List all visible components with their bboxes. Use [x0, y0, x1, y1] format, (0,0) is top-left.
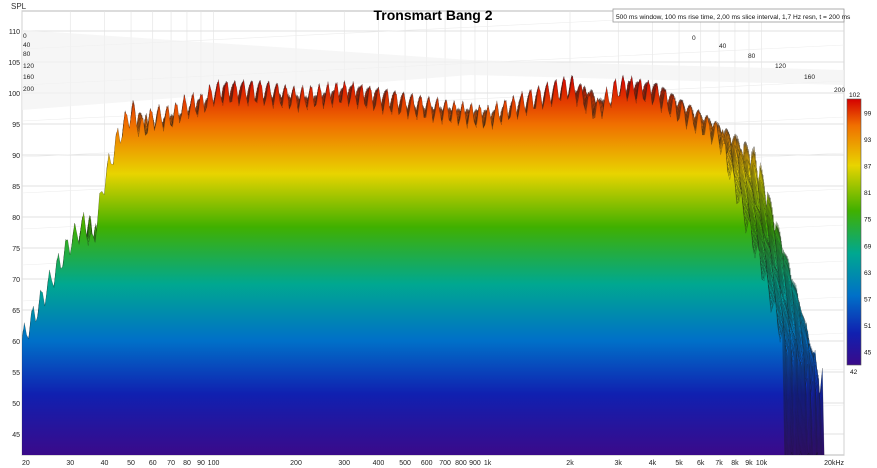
time-tick-label: 160 [804, 74, 815, 81]
x-tick-label: 90 [197, 460, 205, 467]
y-tick-label: 75 [12, 246, 20, 253]
x-tick-label: 5k [675, 460, 683, 467]
colorbar-tick-label: 99 [864, 110, 872, 117]
x-tick-label: 70 [167, 460, 175, 467]
x-tick-label: 30 [66, 460, 74, 467]
colorbar-tick-label: 45 [864, 350, 872, 357]
x-tick-label: 60 [149, 460, 157, 467]
x-tick-label: 7k [715, 460, 723, 467]
x-tick-label: 100 [208, 460, 220, 467]
chart-subtitle: 500 ms window, 100 ms rise time, 2,00 ms… [616, 14, 851, 21]
x-tick-label: 20kHz [824, 460, 844, 467]
y-tick-label: 110 [9, 29, 20, 36]
x-tick-label: 4k [649, 460, 657, 467]
y-tick-label: 50 [12, 401, 20, 408]
time-tick-label: 120 [775, 63, 786, 70]
colorbar-tick-label: 63 [864, 270, 872, 277]
x-tick-label: 80 [183, 460, 191, 467]
x-tick-label: 2k [566, 460, 574, 467]
colorbar-tick-label: 42 [850, 369, 858, 376]
x-tick-label: 800 [455, 460, 467, 467]
time-tick-label: 160 [23, 74, 34, 81]
x-tick-label: 500 [399, 460, 411, 467]
x-tick-label: 20 [22, 460, 30, 467]
colorbar-tick-label: 102 [849, 92, 860, 99]
colorbar-tick-label: 87 [864, 164, 872, 171]
time-tick-label: 0 [23, 33, 27, 40]
y-tick-label: 80 [12, 215, 20, 222]
x-tick-label: 3k [615, 460, 623, 467]
y-tick-label: 95 [12, 122, 20, 129]
y-tick-label: 105 [8, 60, 20, 67]
subtitle-box [612, 8, 845, 23]
spectrum-slice [22, 75, 817, 455]
y-tick-label: 60 [12, 339, 20, 346]
x-tick-label: 600 [421, 460, 433, 467]
y-tick-label: 90 [12, 153, 20, 160]
time-tick-label: 40 [23, 42, 31, 49]
colorbar-tick-label: 81 [864, 190, 872, 197]
y-axis: 45 50 55 60 65 70 75 80 85 90 95 100 105 110 [8, 29, 20, 439]
y-tick-label: 85 [12, 184, 20, 191]
colorbar-tick-label: 51 [864, 323, 872, 330]
time-tick-label: 0 [692, 35, 696, 42]
y-tick-label: 70 [12, 277, 20, 284]
x-tick-label: 9k [745, 460, 753, 467]
chart-title: Tronsmart Bang 2 [373, 7, 492, 23]
colorbar-gradient [846, 98, 862, 366]
x-tick-label: 40 [101, 460, 109, 467]
colorbar-tick-label: 57 [864, 297, 872, 304]
x-tick-label: 8k [731, 460, 739, 467]
y-tick-label: 55 [12, 370, 20, 377]
y-axis-label: SPL [11, 2, 27, 11]
time-tick-label: 80 [23, 51, 31, 58]
colorbar-tick-label: 75 [864, 217, 872, 224]
x-tick-label: 10k [756, 460, 768, 467]
x-tick-label: 6k [697, 460, 705, 467]
time-tick-label: 40 [719, 43, 727, 50]
spectrum-surface [22, 74, 825, 455]
time-tick-label: 80 [748, 53, 756, 60]
x-tick-label: 200 [290, 460, 302, 467]
x-tick-label: 700 [439, 460, 451, 467]
y-tick-label: 45 [12, 432, 20, 439]
time-tick-label: 120 [23, 63, 34, 70]
colorbar-tick-label: 93 [864, 137, 872, 144]
x-tick-label: 400 [373, 460, 385, 467]
x-tick-label: 1k [484, 460, 492, 467]
colorbar-tick-label: 69 [864, 243, 872, 250]
x-axis: 20 30 40 50 60 70 80 90 100 200 300 400 500 600 700 800… [22, 460, 844, 467]
time-axis: 0 40 80 120 160 200 0 40 80 120 160 200 [23, 33, 845, 94]
y-tick-label: 65 [12, 308, 20, 315]
colorbar: 102 99 93 87 81 75 69 63 57 51 45 42 [846, 92, 872, 376]
time-tick-label: 200 [23, 86, 34, 93]
x-tick-label: 900 [469, 460, 481, 467]
y-tick-label: 100 [8, 91, 20, 98]
x-tick-label: 300 [338, 460, 350, 467]
time-tick-label: 200 [834, 87, 845, 94]
x-tick-label: 50 [127, 460, 135, 467]
